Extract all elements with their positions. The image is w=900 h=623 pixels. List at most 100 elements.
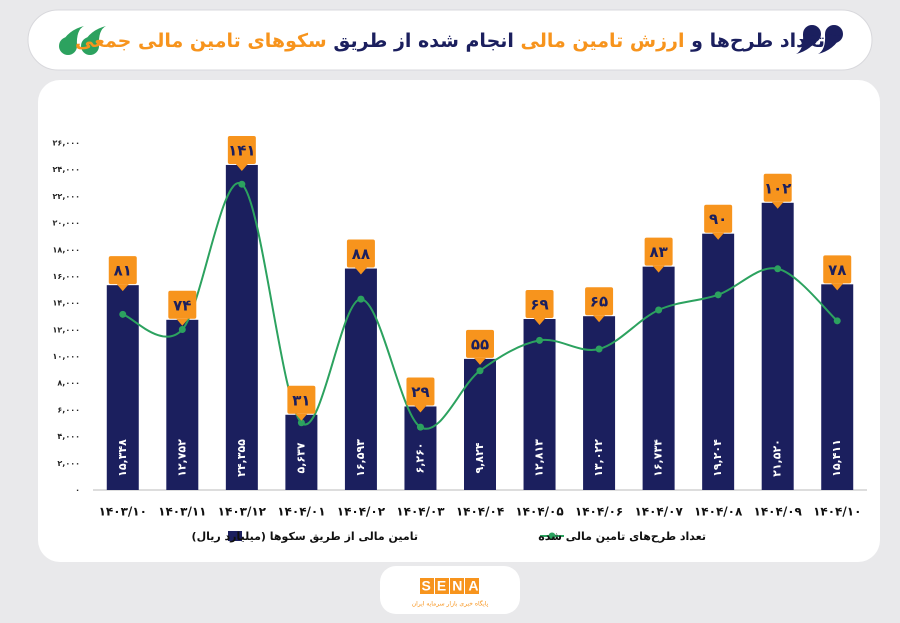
y-tick-label: ۰ (75, 486, 80, 495)
y-tick-label: ۸,۰۰۰ (57, 379, 80, 388)
count-label-box (346, 239, 375, 268)
x-tick-label: ۱۴۰۴/۰۳ (396, 505, 445, 519)
x-tick-label: ۱۴۰۴/۰۴ (456, 505, 504, 519)
line-point (714, 291, 722, 299)
y-tick-label: ۱۸,۰۰۰ (53, 245, 80, 254)
y-tick-label: ۱۲,۰۰۰ (53, 325, 80, 334)
y-tick-label: ۱۴,۰۰۰ (53, 299, 80, 308)
line-point (655, 306, 663, 314)
bar-value-label: ۱۶,۵۹۳ (354, 439, 367, 477)
legend-dot (548, 532, 556, 540)
y-tick-label: ۱۶,۰۰۰ (53, 272, 80, 281)
count-label-box (525, 289, 554, 318)
line-point (178, 326, 186, 334)
title-part: تعداد طرح‌ها و (690, 30, 825, 52)
bar (404, 406, 437, 490)
logo-text: SENA (422, 578, 485, 594)
x-tick-label: ۱۴۰۴/۰۱ (277, 505, 325, 519)
bar-value-label: ۱۵,۴۱۱ (830, 439, 843, 477)
count-label-pointer (176, 318, 189, 326)
count-label: ۳۱ (292, 391, 310, 409)
bar (106, 285, 139, 490)
y-tick-label: ۴,۰۰۰ (57, 432, 80, 441)
count-label: ۶۹ (530, 295, 548, 313)
line-point (774, 265, 782, 273)
count-label: ۸۱ (114, 262, 132, 280)
count-label-pointer (652, 265, 665, 273)
count-label: ۸۳ (649, 243, 667, 261)
x-tick-label: ۱۴۰۴/۰۸ (694, 505, 743, 519)
x-tick-label: ۱۴۰۴/۰۷ (634, 505, 683, 519)
quote-left (59, 26, 106, 55)
logo-letter-box (435, 578, 449, 594)
count-label: ۷۸ (828, 261, 846, 279)
count-label: ۶۵ (590, 293, 608, 311)
y-tick-label: ۶,۰۰۰ (57, 405, 80, 414)
bar-value-label: ۵,۶۳۷ (294, 442, 307, 473)
count-label-pointer (414, 405, 427, 413)
bar-value-label: ۲۴,۳۵۵ (235, 439, 248, 477)
y-tick-label: ۲۴,۰۰۰ (53, 165, 80, 174)
bar-value-label: ۲۱,۵۲۰ (771, 439, 784, 477)
bar (761, 202, 794, 490)
bar-value-label: ۱۳,۰۲۲ (592, 439, 605, 477)
bar (285, 414, 318, 490)
x-tick-label: ۱۴۰۳/۱۲ (218, 505, 267, 519)
count-label: ۱۴۱ (228, 141, 255, 159)
logo-letter-box (420, 578, 434, 594)
count-label-pointer (295, 413, 308, 421)
x-tick-label: ۱۴۰۴/۱۰ (813, 505, 861, 519)
bar (225, 164, 258, 491)
bar-value-label: ۱۵,۳۴۸ (116, 439, 129, 477)
count-label-pointer (474, 357, 486, 365)
logo-letter-box (450, 578, 464, 594)
count-label-box (406, 377, 435, 406)
title-part: انجام شده از طریق (333, 30, 514, 52)
count-label-pointer (354, 267, 367, 275)
count-label-box (466, 329, 494, 358)
bar-value-label: ۶,۲۶۰ (413, 442, 426, 473)
count-label-pointer (533, 317, 546, 325)
count-label-box (763, 173, 792, 202)
bar (523, 318, 556, 490)
count-label: ۲۹ (411, 383, 429, 401)
line-point (119, 310, 127, 318)
count-label-box (585, 287, 614, 316)
count-label: ۱۰۲ (764, 179, 791, 197)
bar (166, 319, 199, 490)
title-part: سکوهای تامین مالی جمعی (75, 30, 327, 52)
count-label-box (704, 204, 733, 233)
x-tick-label: ۱۴۰۴/۰۶ (575, 505, 623, 519)
count-label-pointer (235, 163, 248, 171)
line-point (416, 423, 424, 431)
line-point (536, 336, 544, 344)
line-point (595, 345, 603, 353)
bar (344, 268, 377, 490)
logo: SENA (420, 578, 485, 594)
count-label: ۵۵ (471, 335, 489, 353)
count-label-pointer (771, 201, 784, 209)
line-point (297, 419, 305, 427)
bar-value-label: ۱۶,۷۳۴ (652, 439, 665, 477)
x-tick-label: ۱۴۰۴/۰۲ (337, 505, 386, 519)
y-tick-label: ۲۲,۰۰۰ (53, 192, 80, 201)
chart-title: تعداد طرح‌ها و ارزش تامین مالی انجام شده… (75, 30, 825, 52)
count-label-box (168, 290, 197, 319)
line-point (833, 317, 841, 325)
logo-letter-box (465, 578, 479, 594)
bar-value-label: ۱۲,۷۵۲ (175, 439, 188, 477)
title-box (27, 9, 873, 71)
title-part: ارزش تامین مالی (521, 30, 685, 52)
x-tick-label: ۱۴۰۳/۱۰ (99, 505, 147, 519)
count-label-box (823, 255, 852, 284)
line-point (238, 180, 246, 188)
count-label-pointer (593, 315, 606, 323)
count-label-pointer (116, 284, 129, 292)
count-label-box (227, 135, 256, 164)
bar-value-label: ۱۹,۲۰۴ (711, 439, 724, 477)
quote-right (796, 25, 843, 54)
logo-subtitle: پایگاه خبری بازار سرمایه ایران (412, 600, 489, 608)
line-point (357, 295, 365, 303)
